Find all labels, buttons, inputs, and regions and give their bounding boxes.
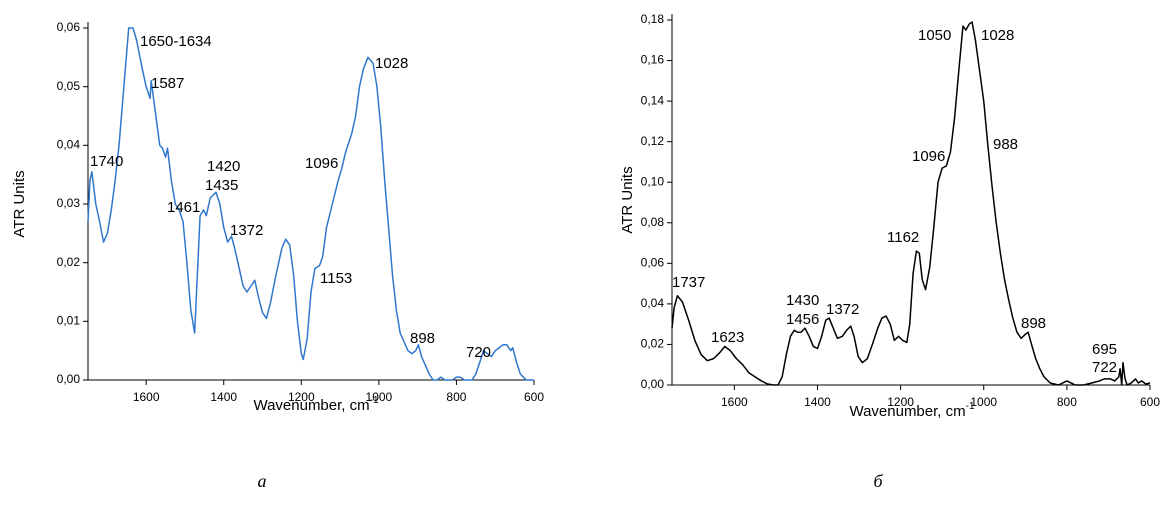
peak-annotation: 1740 <box>90 153 123 170</box>
y-tick-label: 0,02 <box>641 337 665 351</box>
x-tick-label: 1000 <box>366 390 393 404</box>
peak-annotation: 1096 <box>912 148 945 165</box>
panel-caption: а <box>258 471 267 491</box>
peak-annotation: 898 <box>1021 315 1046 332</box>
peak-annotation: 1420 <box>207 158 240 175</box>
peak-annotation: 898 <box>410 330 435 347</box>
panel-caption: б <box>873 471 883 491</box>
y-tick-label: 0,03 <box>57 196 81 210</box>
y-tick-label: 0,06 <box>641 256 665 270</box>
peak-annotation: 1623 <box>711 329 744 346</box>
x-axis-label: Wavenumber, cm-1 <box>253 395 378 414</box>
x-axis-label-text: Wavenumber, cm <box>253 397 369 414</box>
y-tick-label: 0,14 <box>641 93 665 107</box>
y-tick-label: 0,01 <box>57 314 81 328</box>
x-tick-label: 800 <box>446 390 466 404</box>
peak-annotation: 1587 <box>151 75 184 92</box>
peak-annotation: 1153 <box>320 270 352 287</box>
y-tick-label: 0,18 <box>641 12 665 26</box>
y-tick-label: 0,08 <box>641 215 665 229</box>
peak-annotation: 1096 <box>305 155 338 172</box>
y-tick-label: 0,05 <box>57 79 81 93</box>
x-axis-label: Wavenumber, cm-1 <box>849 401 974 420</box>
peak-annotation: 1162 <box>887 229 919 246</box>
peak-annotation: 1461 <box>167 199 200 216</box>
x-tick-label: 1400 <box>804 395 831 409</box>
y-tick-label: 0,00 <box>641 377 665 391</box>
peak-annotation: 1372 <box>230 222 263 239</box>
panel: 0,00 0,01 0,02 0,03 0,04 0,05 0,06 1600 1400 1200… <box>11 20 544 491</box>
peak-annotation: 1435 <box>205 177 238 194</box>
x-tick-label: 600 <box>524 390 544 404</box>
peak-annotation: 988 <box>993 136 1018 153</box>
y-axis-label: ATR Units <box>619 166 636 233</box>
panel: 0,00 0,02 0,04 0,06 0,08 0,10 0,12 0,14 0,16 0,18… <box>619 12 1160 491</box>
peak-annotation: 1650-1634 <box>140 33 212 50</box>
peak-annotation: 1372 <box>826 301 859 318</box>
x-tick-label: 1600 <box>133 390 160 404</box>
peak-annotation: 720 <box>466 344 491 361</box>
x-axis-label-text: Wavenumber, cm <box>849 403 965 420</box>
x-tick-label: 1200 <box>887 395 914 409</box>
x-tick-label: 1400 <box>210 390 237 404</box>
spectrum-line <box>671 21 1151 386</box>
peak-annotation: 1050 <box>918 27 951 44</box>
y-tick-label: 0,02 <box>57 255 81 269</box>
x-axis-label-superscript: -1 <box>966 401 975 412</box>
y-axis-label: ATR Units <box>11 170 28 237</box>
peak-annotation: 1430 <box>786 292 819 309</box>
y-tick-label: 0,00 <box>57 372 81 386</box>
peak-annotation: 1456 <box>786 311 819 328</box>
y-tick-label: 0,12 <box>641 134 665 148</box>
peak-annotation: 722 <box>1092 359 1117 376</box>
x-axis-label-superscript: -1 <box>370 395 379 406</box>
y-tick-label: 0,10 <box>641 174 665 188</box>
peak-annotation: 1028 <box>375 55 408 72</box>
x-tick-label: 1000 <box>970 395 997 409</box>
y-tick-label: 0,04 <box>641 296 665 310</box>
y-tick-label: 0,04 <box>57 138 81 152</box>
x-tick-label: 1200 <box>288 390 315 404</box>
y-tick-label: 0,06 <box>57 20 81 34</box>
x-tick-label: 1600 <box>721 395 748 409</box>
peak-annotation: 695 <box>1092 341 1117 358</box>
peak-annotation: 1028 <box>981 27 1014 44</box>
x-tick-label: 600 <box>1140 395 1160 409</box>
x-tick-label: 800 <box>1057 395 1077 409</box>
peak-annotation: 1737 <box>672 274 705 291</box>
y-tick-label: 0,16 <box>641 53 665 67</box>
spectrum-line <box>87 27 534 381</box>
